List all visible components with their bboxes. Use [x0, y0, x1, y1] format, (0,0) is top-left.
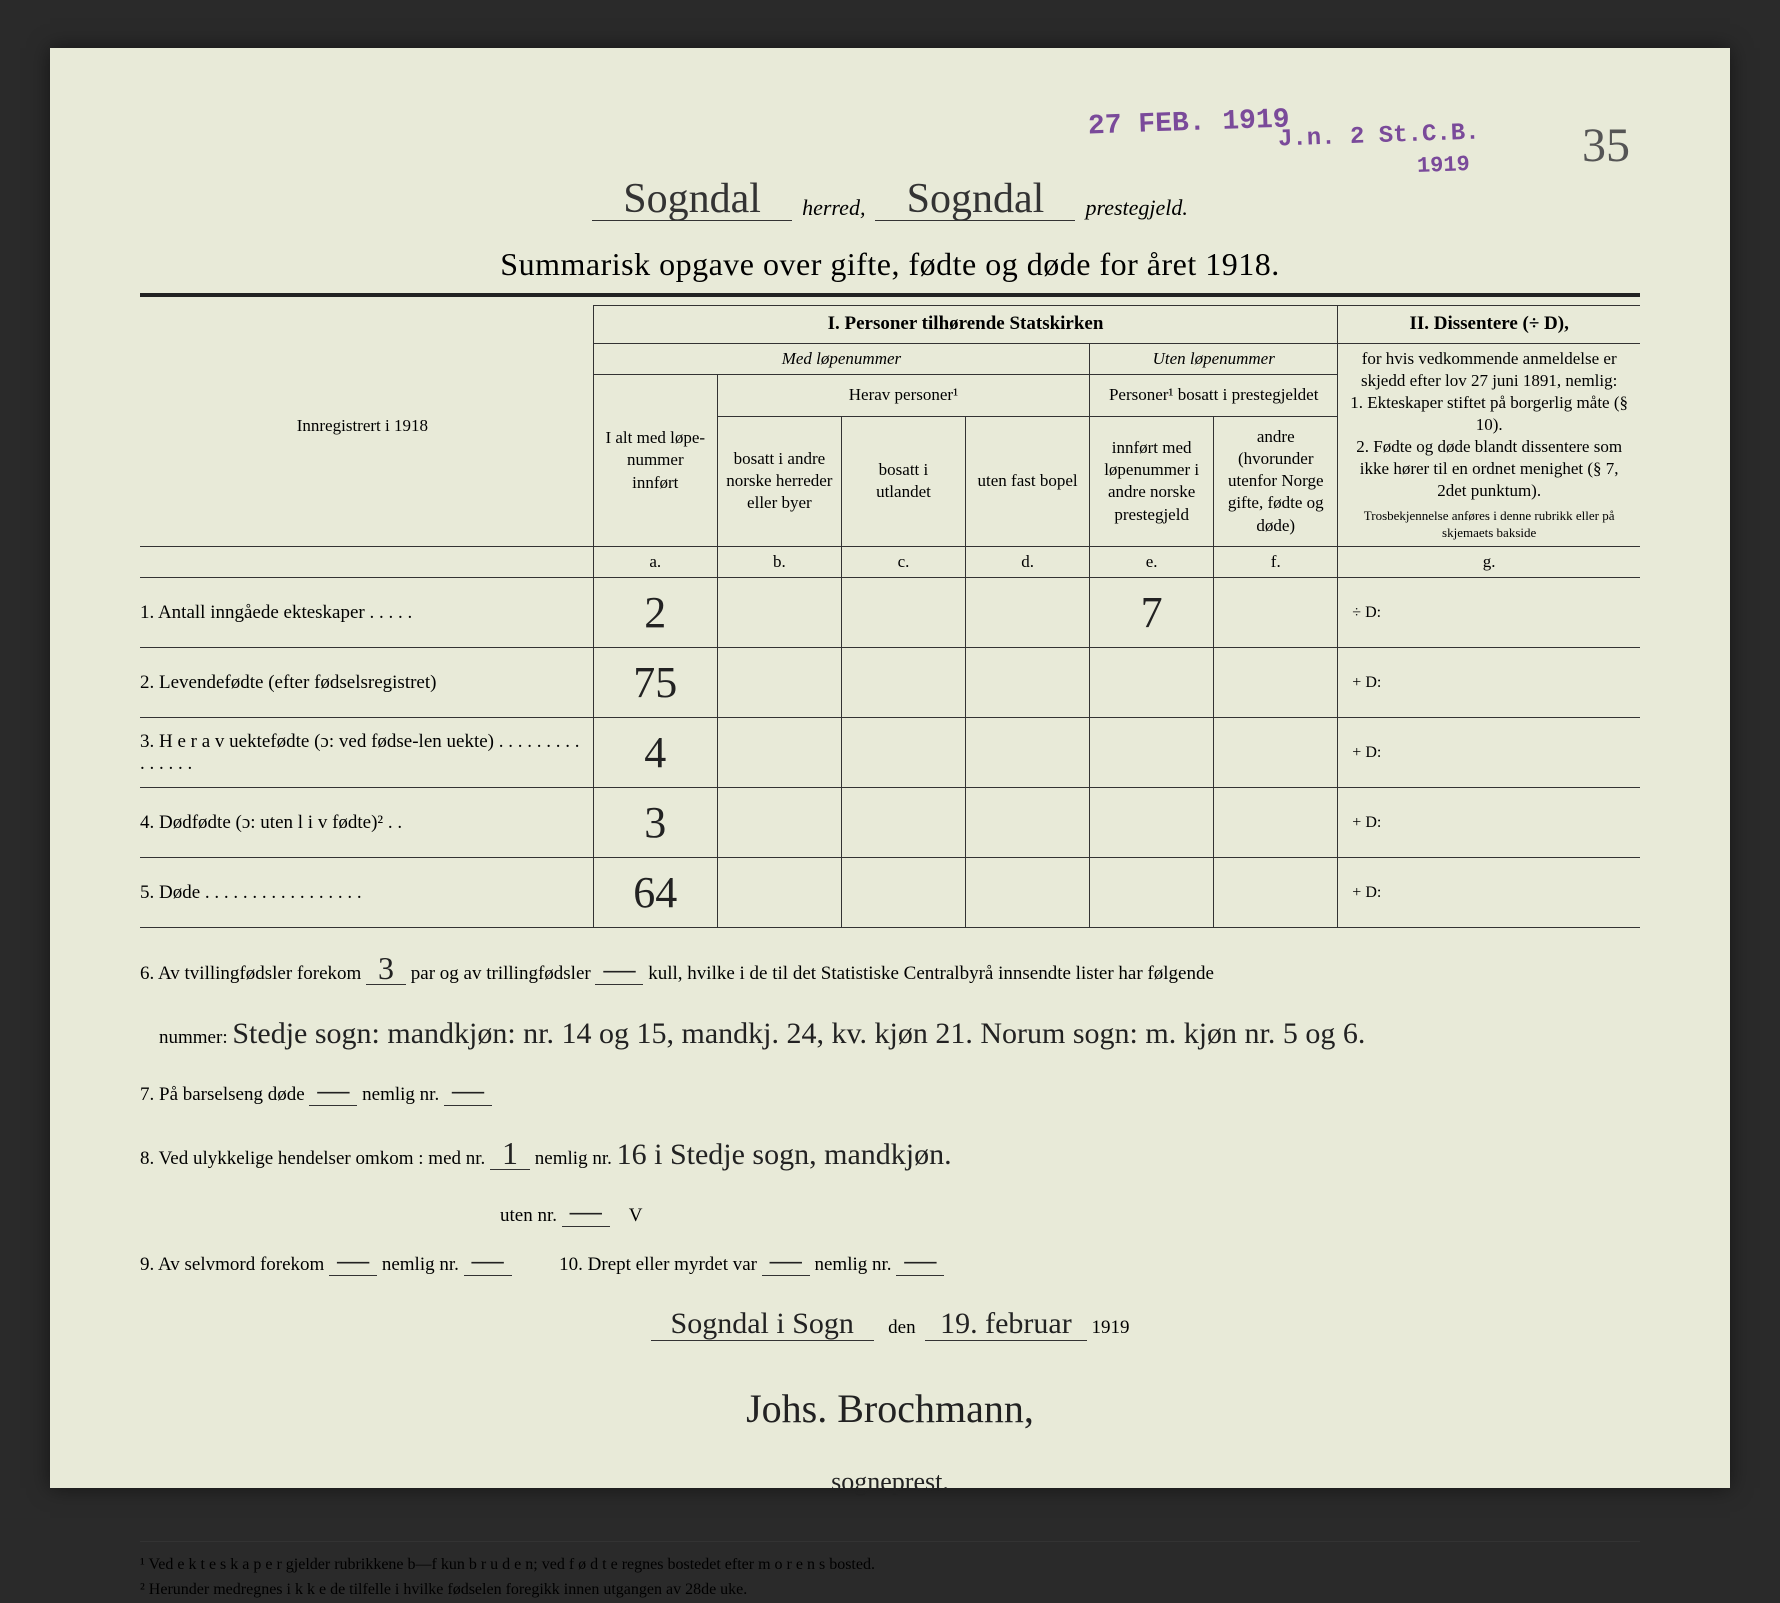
col-b-header: bosatt i andre norske herreder eller bye… — [717, 416, 841, 546]
col-f-header: andre (hvorunder utenfor Norge gifte, fø… — [1214, 416, 1338, 546]
cell-a: 4 — [593, 718, 717, 788]
note-7: 7. På barselseng døde — nemlig nr. — — [140, 1073, 1640, 1116]
table-row: 4. Dødfødte (ɔ: uten l i v fødte)² . . 3… — [140, 788, 1640, 858]
page-title: Summarisk opgave over gifte, fødte og dø… — [140, 246, 1640, 283]
blank-corner — [140, 547, 593, 578]
innreg-header: Innregistrert i 1918 — [140, 306, 593, 547]
col-c-letter: c. — [841, 547, 965, 578]
cell-g: + D: — [1338, 788, 1640, 858]
cell-g: + D: — [1338, 718, 1640, 788]
cell-g: + D: — [1338, 648, 1640, 718]
ialt-header: I alt med løpe-nummer innført — [593, 374, 717, 546]
note-8-med: 1 — [490, 1137, 530, 1170]
row-label: 4. Dødfødte (ɔ: uten l i v fødte)² . . — [140, 788, 593, 858]
note-6-handwritten: Stedje sogn: mandkjøn: nr. 14 og 15, man… — [232, 1017, 1365, 1050]
col-d-letter: d. — [966, 547, 1090, 578]
cell-a: 64 — [593, 858, 717, 928]
section1-header: I. Personer tilhørende Statskirken — [593, 306, 1338, 344]
row-label: 3. H e r a v uektefødte (ɔ: ved fødse-le… — [140, 718, 593, 788]
col-e-header: innført med løpenummer i andre norske pr… — [1090, 416, 1214, 546]
row-label: 1. Antall inngåede ekteskaper . . . . . — [140, 578, 593, 648]
cell-g: + D: — [1338, 858, 1640, 928]
note-6: 6. Av tvillingfødsler forekom 3 par og a… — [140, 952, 1640, 995]
cell-b — [717, 578, 841, 648]
signature-date: 19. februar — [925, 1307, 1087, 1341]
notes-section: 6. Av tvillingfødsler forekom 3 par og a… — [140, 952, 1640, 1510]
footnote-2: ² Herunder medregnes i k k e de tilfelle… — [140, 1577, 1640, 1603]
cell-a: 75 — [593, 648, 717, 718]
twin-count: 3 — [366, 952, 406, 985]
row-label: 2. Levendefødte (efter fødselsregistret) — [140, 648, 593, 718]
table-row: 3. H e r a v uektefødte (ɔ: ved fødse-le… — [140, 718, 1640, 788]
col-e-letter: e. — [1090, 547, 1214, 578]
note-9-10: 9. Av selvmord forekom — nemlig nr. — 10… — [140, 1243, 1640, 1286]
note-8: 8. Ved ulykkelige hendelser omkom : med … — [140, 1122, 1640, 1188]
note-6-cont: nummer: Stedje sogn: mandkjøn: nr. 14 og… — [140, 1001, 1640, 1067]
personer-bosatt-header: Personer¹ bosatt i prestegjeldet — [1090, 374, 1338, 416]
prestegjeld-value: Sogndal — [875, 178, 1075, 221]
table-row: 1. Antall inngåede ekteskaper . . . . . … — [140, 578, 1640, 648]
signature: Johs. Brochmann, — [140, 1365, 1640, 1453]
main-table: Innregistrert i 1918 I. Personer tilhøre… — [140, 305, 1640, 928]
herred-value: Sogndal — [592, 178, 792, 221]
table-row: 5. Døde . . . . . . . . . . . . . . . . … — [140, 858, 1640, 928]
row-label: 5. Døde . . . . . . . . . . . . . . . . … — [140, 858, 593, 928]
cell-c — [841, 578, 965, 648]
title-rule — [140, 293, 1640, 297]
herav-header: Herav personer¹ — [717, 374, 1089, 416]
col-c-header: bosatt i utlandet — [841, 416, 965, 546]
stamp-date: 27 FEB. 1919 — [1088, 104, 1291, 142]
header-line: Sogndal herred, Sogndal prestegjeld. — [140, 178, 1640, 221]
footnotes: ¹ Ved e k t e s k a p e r gjelder rubrik… — [140, 1541, 1640, 1603]
note-8-handwritten: 16 i Stedje sogn, mandkjøn. — [617, 1138, 952, 1171]
prestegjeld-label: prestegjeld. — [1085, 195, 1187, 221]
cell-a: 3 — [593, 788, 717, 858]
uten-lope-header: Uten løpenummer — [1090, 343, 1338, 374]
triplet-count: — — [595, 952, 643, 985]
stamp-jn: J.n. 2 St.C.B. — [1278, 119, 1480, 153]
document-page: 27 FEB. 1919 J.n. 2 St.C.B. 1919 35 Sogn… — [50, 48, 1730, 1488]
col-d-header: uten fast bopel — [966, 416, 1090, 546]
dissentere-text: for hvis vedkommende anmeldelse er skjed… — [1338, 343, 1640, 546]
signature-title: sogneprest. — [831, 1467, 949, 1496]
col-b-letter: b. — [717, 547, 841, 578]
footnote-1: ¹ Ved e k t e s k a p e r gjelder rubrik… — [140, 1552, 1640, 1578]
cell-g: ÷ D: — [1338, 578, 1640, 648]
stamp-year: 1919 — [1417, 152, 1471, 179]
table-body: 1. Antall inngåede ekteskaper . . . . . … — [140, 578, 1640, 928]
section2-header: II. Dissentere (÷ D), — [1338, 306, 1640, 344]
cell-d — [966, 578, 1090, 648]
med-lope-header: Med løpenummer — [593, 343, 1089, 374]
col-a-letter: a. — [593, 547, 717, 578]
cell-a: 2 — [593, 578, 717, 648]
col-g-letter: g. — [1338, 547, 1640, 578]
cell-e: 7 — [1090, 578, 1214, 648]
page-number: 35 — [1582, 118, 1630, 173]
note-8-cont: uten nr. — V — [140, 1194, 1640, 1237]
signature-block: Sogndal i Sogn den 19. februar 1919 Johs… — [140, 1291, 1640, 1510]
herred-label: herred, — [802, 195, 865, 221]
place: Sogndal i Sogn — [651, 1307, 874, 1341]
table-row: 2. Levendefødte (efter fødselsregistret)… — [140, 648, 1640, 718]
col-f-letter: f. — [1214, 547, 1338, 578]
cell-f — [1214, 578, 1338, 648]
